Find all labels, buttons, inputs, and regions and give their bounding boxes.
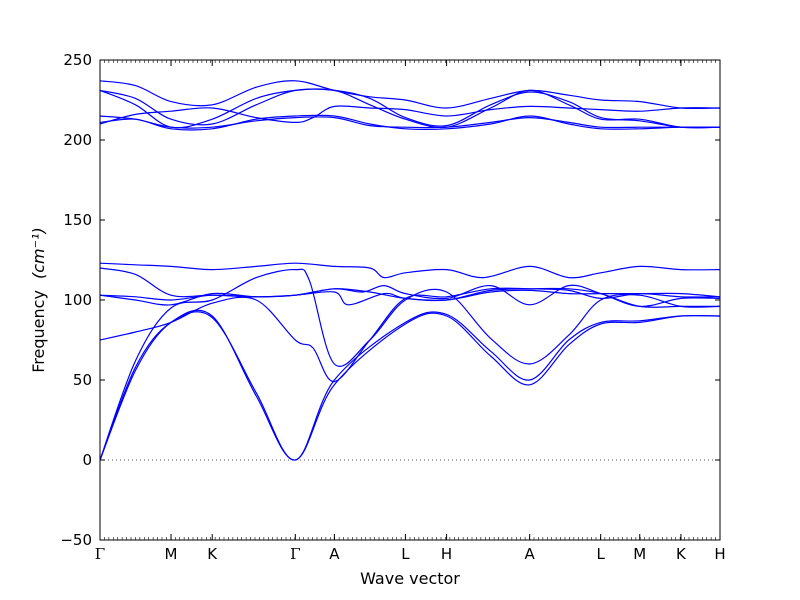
band-line-4 — [99, 287, 721, 383]
x-tick-label: L — [401, 545, 410, 563]
y-axis-label-unit: (cm⁻¹) — [29, 227, 48, 279]
y-axis-label-name: Frequency — [29, 290, 48, 373]
y-axis-label: Frequency (cm⁻¹) — [29, 227, 48, 372]
x-tick-label: K — [676, 545, 687, 563]
band-line-10 — [99, 115, 720, 129]
band-line-12 — [99, 88, 721, 129]
x-tick-label: Γ — [95, 545, 105, 563]
series-layer — [99, 80, 721, 461]
x-tick-label: H — [441, 545, 452, 563]
x-tick-label: M — [633, 545, 646, 563]
band-line-14 — [99, 80, 721, 110]
y-tick-label: 50 — [73, 371, 92, 389]
y-tick-label: 250 — [63, 51, 92, 69]
plot-frame — [99, 59, 721, 541]
x-tick-label: Γ — [290, 545, 300, 563]
x-tick-label: A — [525, 545, 536, 563]
band-line-1 — [99, 309, 721, 461]
x-tick-label: M — [165, 545, 178, 563]
band-line-6 — [99, 267, 721, 308]
x-tick-label: K — [207, 545, 218, 563]
band-line-3 — [99, 268, 721, 461]
band-line-2 — [99, 311, 721, 461]
x-tick-label: H — [714, 545, 725, 563]
y-tick-label: −50 — [60, 531, 92, 549]
x-tick-label: A — [329, 545, 340, 563]
x-axis-label: Wave vector — [360, 569, 460, 588]
band-line-7 — [99, 289, 721, 306]
band-line-11 — [99, 88, 721, 129]
y-tick-label: 150 — [63, 211, 92, 229]
band-line-9 — [99, 114, 721, 131]
band-line-8 — [99, 262, 721, 279]
y-tick-label: 0 — [82, 451, 92, 469]
x-tick-label: L — [597, 545, 606, 563]
band-line-13 — [99, 105, 721, 125]
y-tick-label: 100 — [63, 291, 92, 309]
y-tick-label: 200 — [63, 131, 92, 149]
